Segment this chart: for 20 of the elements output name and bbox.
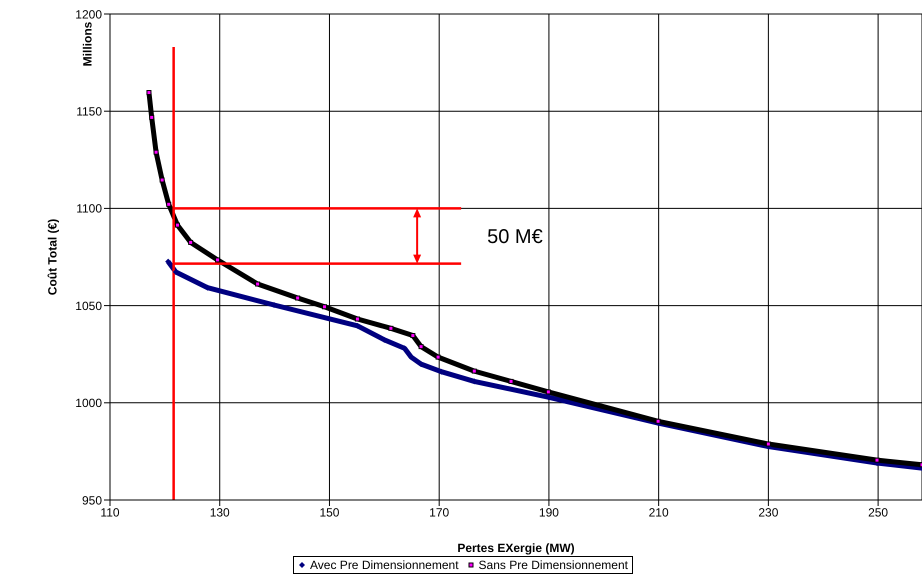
y-tick-label: 1000 bbox=[75, 396, 102, 410]
text: Millions bbox=[80, 22, 94, 66]
y-tick-label: 1200 bbox=[75, 7, 102, 22]
annotation: 50 M€ bbox=[487, 226, 543, 248]
legend-label: Avec Pre Dimensionnement bbox=[310, 558, 459, 572]
x-tick-label: 210 bbox=[648, 506, 669, 520]
x-tick-label: 110 bbox=[100, 506, 120, 520]
y-tick-label: 950 bbox=[82, 493, 102, 508]
y-tick-label: 1050 bbox=[75, 298, 102, 313]
x-tick-label: 250 bbox=[868, 506, 888, 520]
y-axis-title: Coût Total (€) bbox=[45, 218, 60, 296]
x-tick-label: 170 bbox=[429, 506, 450, 520]
y-tick-label: 1150 bbox=[76, 104, 102, 118]
y-tick-label: 1100 bbox=[76, 202, 102, 216]
x-tick-label: 190 bbox=[538, 506, 560, 520]
x-tick-label: 130 bbox=[210, 506, 230, 520]
x-tick-label: 150 bbox=[319, 506, 340, 520]
legend-label: Sans Pre Dimensionnement bbox=[478, 558, 628, 572]
x-axis-title: Pertes EXergie (MW) bbox=[457, 541, 575, 555]
x-tick-label: 230 bbox=[758, 506, 779, 520]
